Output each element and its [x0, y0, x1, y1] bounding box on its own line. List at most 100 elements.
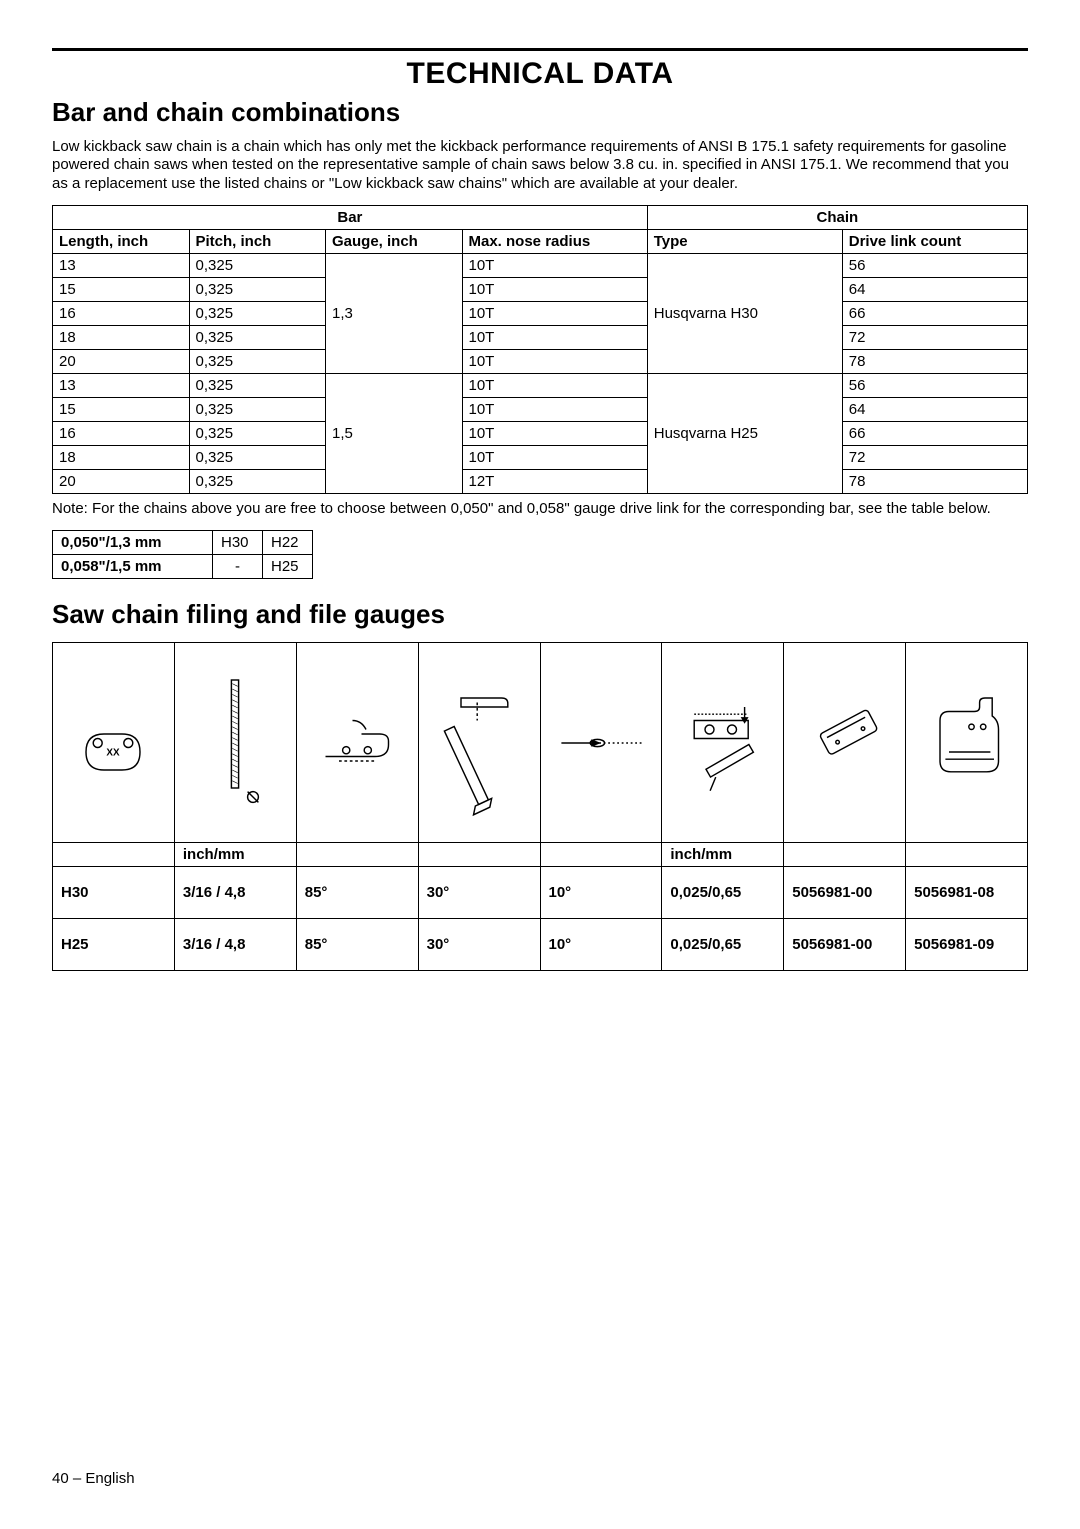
col-length: Length, inch: [53, 229, 190, 253]
file-gauge-tool-icon: [784, 643, 906, 843]
unit-cell: [540, 843, 662, 867]
filing-cell: 5056981-09: [906, 919, 1028, 971]
filing-cell: 5056981-00: [784, 919, 906, 971]
table-cell: 0,325: [189, 397, 326, 421]
table-cell: 0,325: [189, 445, 326, 469]
table-cell: 18: [53, 445, 190, 469]
table-cell: 64: [842, 277, 1027, 301]
filing-cell: 10°: [540, 919, 662, 971]
col-type: Type: [647, 229, 842, 253]
table-cell: 56: [842, 253, 1027, 277]
col-nose: Max. nose radius: [462, 229, 647, 253]
unit-cell: [784, 843, 906, 867]
table-cell: 10T: [462, 301, 647, 325]
filing-cell: H25: [53, 919, 175, 971]
flat-file-icon: [540, 643, 662, 843]
table-cell: 0,325: [189, 469, 326, 493]
table-cell: 72: [842, 325, 1027, 349]
filing-cell: 5056981-08: [906, 867, 1028, 919]
table-cell: 1,5: [326, 373, 463, 493]
depth-gauge-height-icon: [662, 643, 784, 843]
table-cell: 20: [53, 349, 190, 373]
table-cell: 15: [53, 277, 190, 301]
table-cell: 0,325: [189, 373, 326, 397]
unit-cell: [53, 843, 175, 867]
table-cell: 0,325: [189, 253, 326, 277]
bar-chain-table: Bar Chain Length, inch Pitch, inch Gauge…: [52, 205, 1028, 494]
table-cell: 0,325: [189, 325, 326, 349]
table-cell: 0,325: [189, 301, 326, 325]
gauge-cell: H30: [213, 531, 263, 555]
table-cell: 64: [842, 397, 1027, 421]
file-angle-side-icon: [296, 643, 418, 843]
group-header-chain: Chain: [647, 205, 1027, 229]
header-rule: [52, 48, 1028, 51]
table-cell: 10T: [462, 253, 647, 277]
unit-cell: [418, 843, 540, 867]
chain-link-xx-icon: XX: [53, 643, 175, 843]
col-pitch: Pitch, inch: [189, 229, 326, 253]
table-cell: 13: [53, 253, 190, 277]
file-angle-top-icon: [418, 643, 540, 843]
filing-cell: 3/16 / 4,8: [174, 867, 296, 919]
filing-cell: 85°: [296, 867, 418, 919]
svg-text:XX: XX: [107, 747, 121, 758]
group-header-bar: Bar: [53, 205, 648, 229]
table-cell: 10T: [462, 325, 647, 349]
table-cell: 10T: [462, 397, 647, 421]
unit-cell: [906, 843, 1028, 867]
table-cell: 20: [53, 469, 190, 493]
table-cell: 10T: [462, 421, 647, 445]
unit-cell: [296, 843, 418, 867]
gauge-cell: -: [213, 555, 263, 579]
combi-gauge-icon: [906, 643, 1028, 843]
table-cell: 18: [53, 325, 190, 349]
table-cell: 72: [842, 445, 1027, 469]
table-cell: 13: [53, 373, 190, 397]
filing-cell: 10°: [540, 867, 662, 919]
section1-heading: Bar and chain combinations: [52, 97, 1028, 128]
unit-cell: inch/mm: [174, 843, 296, 867]
filing-table: XX inch/mm inch/mm H303/16 / 4,885°30°10…: [52, 642, 1028, 971]
table-cell: 10T: [462, 373, 647, 397]
table-cell: Husqvarna H30: [647, 253, 842, 373]
table-cell: 0,325: [189, 277, 326, 301]
table-cell: 10T: [462, 445, 647, 469]
table-cell: 0,325: [189, 421, 326, 445]
unit-cell: inch/mm: [662, 843, 784, 867]
table-cell: 66: [842, 301, 1027, 325]
section2-heading: Saw chain filing and file gauges: [52, 599, 1028, 630]
filing-cell: 30°: [418, 867, 540, 919]
table-cell: 15: [53, 397, 190, 421]
table-cell: 16: [53, 421, 190, 445]
filing-cell: 0,025/0,65: [662, 919, 784, 971]
col-gauge: Gauge, inch: [326, 229, 463, 253]
table-cell: 56: [842, 373, 1027, 397]
round-file-diameter-icon: [174, 643, 296, 843]
filing-cell: H30: [53, 867, 175, 919]
filing-cell: 3/16 / 4,8: [174, 919, 296, 971]
table-cell: 0,325: [189, 349, 326, 373]
table-cell: 10T: [462, 277, 647, 301]
table-cell: 16: [53, 301, 190, 325]
filing-cell: 0,025/0,65: [662, 867, 784, 919]
page-title: TECHNICAL DATA: [52, 57, 1028, 91]
gauge-row-label: 0,050"/1,3 mm: [53, 531, 213, 555]
section1-intro: Low kickback saw chain is a chain which …: [52, 138, 1028, 193]
table-cell: Husqvarna H25: [647, 373, 842, 493]
filing-cell: 85°: [296, 919, 418, 971]
table-cell: 10T: [462, 349, 647, 373]
filing-cell: 30°: [418, 919, 540, 971]
gauge-cell: H25: [263, 555, 313, 579]
gauge-row-label: 0,058"/1,5 mm: [53, 555, 213, 579]
gauge-drive-link-table: 0,050"/1,3 mm H30 H22 0,058"/1,5 mm - H2…: [52, 530, 313, 579]
table-cell: 66: [842, 421, 1027, 445]
page-footer: 40 – English: [52, 1470, 135, 1487]
table-cell: 78: [842, 349, 1027, 373]
gauge-cell: H22: [263, 531, 313, 555]
section1-note: Note: For the chains above you are free …: [52, 500, 1028, 518]
table-cell: 78: [842, 469, 1027, 493]
col-dlc: Drive link count: [842, 229, 1027, 253]
table-cell: 1,3: [326, 253, 463, 373]
table-cell: 12T: [462, 469, 647, 493]
